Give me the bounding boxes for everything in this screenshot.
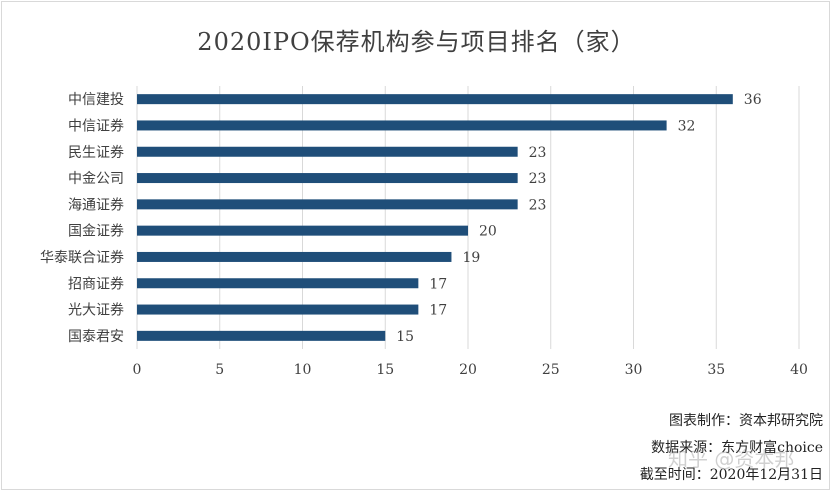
category-label: 华泰联合证券 [40, 250, 124, 266]
bar [137, 94, 733, 105]
bar [137, 173, 518, 184]
value-label: 19 [462, 250, 480, 266]
x-tick-label: 25 [542, 362, 560, 378]
bar [137, 120, 667, 131]
value-label: 20 [479, 224, 497, 240]
bar [137, 251, 452, 262]
bar [137, 146, 518, 157]
x-tick-label: 20 [459, 362, 477, 378]
category-label: 民生证券 [68, 145, 124, 161]
value-label: 23 [529, 171, 547, 187]
category-label: 中金公司 [68, 171, 124, 187]
value-label: 32 [678, 118, 696, 134]
footnotes: 图表制作：资本邦研究院 数据来源：东方财富choice 截至时间：2020年12… [640, 408, 823, 489]
bar [137, 199, 518, 210]
x-tick-label: 35 [707, 362, 725, 378]
category-label: 海通证券 [68, 197, 124, 213]
bar [137, 225, 468, 236]
value-label: 23 [529, 145, 547, 161]
x-tick-label: 5 [215, 362, 224, 378]
watermark: 知乎 @资本邦 [668, 447, 795, 471]
value-label: 17 [429, 303, 447, 319]
bar [137, 278, 419, 289]
value-label: 23 [529, 197, 547, 213]
bar [137, 304, 419, 315]
x-tick-label: 15 [376, 362, 394, 378]
x-tick-label: 30 [625, 362, 643, 378]
chart-title: 2020IPO保荐机构参与项目排名（家） [197, 28, 636, 56]
category-label: 光大证券 [68, 303, 124, 319]
footnote-maker: 图表制作：资本邦研究院 [669, 413, 823, 429]
category-label: 国泰君安 [68, 329, 124, 345]
bar [137, 330, 386, 341]
bars [137, 94, 733, 341]
x-tick-labels: 0 5 10 15 20 25 30 35 40 [133, 362, 808, 378]
category-label: 中信建投 [68, 92, 124, 108]
x-tick-label: 10 [294, 362, 312, 378]
x-tick-label: 40 [790, 362, 808, 378]
footnote-source: 数据来源：东方财富choice [651, 440, 823, 456]
value-label: 36 [744, 92, 762, 108]
value-label: 15 [396, 329, 414, 345]
footnote-cutoff: 截至时间：2020年12月31日 [639, 467, 823, 483]
category-labels: 中信建投中信证券民生证券中金公司海通证券国金证券华泰联合证券招商证券光大证券国泰… [40, 92, 124, 345]
category-label: 招商证券 [68, 276, 124, 292]
x-tick-label: 0 [133, 362, 142, 378]
value-label: 17 [429, 276, 447, 292]
category-label: 国金证券 [68, 224, 124, 240]
category-label: 中信证券 [68, 118, 124, 134]
value-labels: 36 32 23 23 23 20 19 17 17 15 [396, 92, 761, 345]
